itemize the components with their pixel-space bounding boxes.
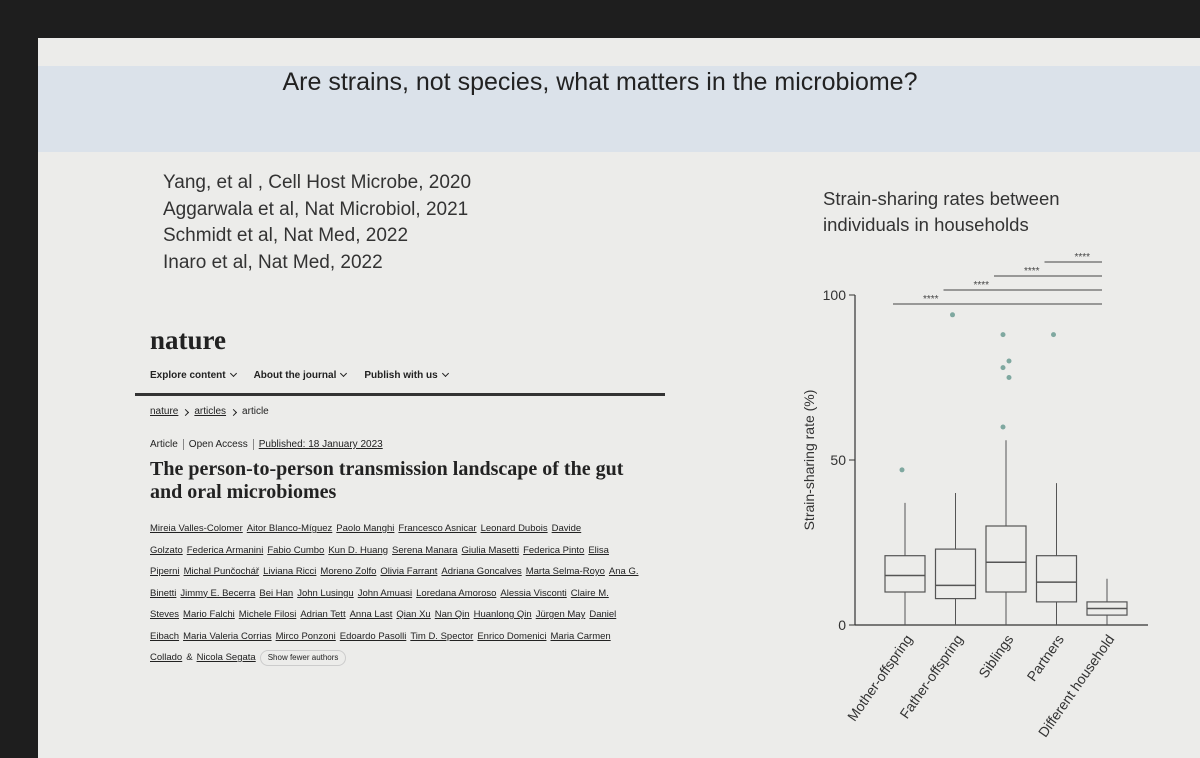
reference: Aggarwala et al, Nat Microbiol, 2021 — [163, 198, 469, 220]
box — [934, 548, 977, 600]
reference: Yang, et al , Cell Host Microbe, 2020 — [163, 172, 472, 193]
significance-label: **** — [1024, 266, 1040, 277]
author[interactable]: Olivia Farrant — [380, 566, 438, 577]
box — [985, 525, 1027, 593]
author[interactable]: Giulia Masetti — [461, 544, 520, 556]
author[interactable]: Nan Qin — [434, 609, 470, 620]
y-tick-label: 100 — [823, 287, 847, 303]
author[interactable]: Alessia Visconti — [500, 587, 567, 599]
author[interactable]: Elisa Piperni — [150, 544, 609, 578]
meta: Article Open Access Published: 18 January … — [150, 439, 665, 450]
outlier — [1000, 332, 1006, 338]
box — [884, 555, 926, 593]
y-tick-label: 0 — [838, 617, 846, 633]
nav-item[interactable]: About the journal — [254, 370, 347, 381]
significance-label: **** — [1075, 252, 1091, 263]
meta-item: Open Access — [182, 439, 253, 450]
nav-item[interactable]: Explore content — [150, 370, 236, 381]
reference: Schmidt et al, Nat Med, 2022 — [163, 225, 409, 246]
nav-item[interactable]: Publish with us — [364, 370, 447, 381]
author[interactable]: Daniel Eibach — [150, 609, 617, 642]
slide — [38, 38, 1200, 758]
rule — [135, 393, 665, 396]
outlier — [1006, 358, 1012, 364]
author[interactable]: Federica Pinto — [523, 544, 585, 556]
author[interactable]: Mirco Ponzoni — [275, 630, 336, 642]
outlier — [1006, 375, 1012, 380]
article: nature Explore content About the journal P… — [135, 325, 665, 669]
author[interactable]: Jürgen May — [535, 609, 586, 620]
author[interactable]: Leonard Dubois — [480, 523, 548, 534]
crumb-item[interactable]: article — [242, 406, 269, 417]
author[interactable]: Ana G. Binetti — [150, 566, 639, 599]
authors: Mireia Valles-Colomer Aitor Blanco-Míguez… — [150, 518, 640, 669]
article-title: The person-to-person transmission landsc… — [150, 458, 624, 503]
author[interactable]: Marta Selma-Royo — [525, 566, 605, 577]
box — [1035, 555, 1078, 603]
author[interactable]: Liviana Ricci — [263, 566, 317, 577]
author[interactable]: Michele Filosi — [238, 609, 297, 620]
author[interactable]: Loredana Amoroso — [416, 587, 497, 599]
outlier — [899, 467, 905, 473]
outlier — [1000, 424, 1006, 430]
show-fewer[interactable]: Show fewer authors — [259, 650, 347, 666]
author[interactable]: Edoardo Pasolli — [339, 630, 407, 642]
chart-title: Strain-sharing rates between individuals… — [823, 188, 1060, 235]
outlier — [1051, 332, 1056, 338]
brand: nature — [150, 325, 227, 355]
slide-title: Are strains, not species, what matters i… — [282, 68, 918, 96]
author[interactable]: Jimmy E. Becerra — [180, 587, 256, 599]
author[interactable]: Mireia Valles-Colomer — [150, 523, 243, 534]
author[interactable]: Paolo Manghi — [336, 523, 395, 534]
author[interactable]: Serena Manara — [392, 544, 458, 556]
author[interactable]: John Lusingu — [297, 587, 354, 599]
author[interactable]: Federica Armanini — [186, 544, 264, 556]
breadcrumb: nature articles article — [150, 406, 665, 417]
y-axis-label: Strain-sharing rate (%) — [801, 390, 817, 531]
x-tick-label: Siblings — [975, 632, 1016, 681]
crumb-item[interactable]: nature — [150, 406, 179, 417]
crumb-item[interactable]: articles — [194, 406, 227, 417]
author[interactable]: Michal Punčochář — [183, 566, 260, 577]
outlier — [1000, 365, 1006, 371]
author[interactable]: Tim D. Spector — [410, 630, 474, 642]
author[interactable]: Kun D. Huang — [328, 544, 389, 556]
author[interactable]: Francesco Asnicar — [398, 523, 477, 534]
author[interactable]: Anna Last — [349, 609, 393, 620]
author[interactable]: Adriana Goncalves — [441, 566, 522, 577]
meta-item: Article — [150, 439, 178, 450]
author[interactable]: Claire M. Steves — [150, 587, 609, 621]
nav: Explore content About the journal Publish … — [150, 370, 665, 381]
title-band — [38, 66, 1200, 152]
x-tick-label: Partners — [1023, 632, 1066, 685]
author[interactable]: Fabio Cumbo — [267, 544, 325, 556]
author[interactable]: Mario Falchi — [183, 609, 235, 620]
author[interactable]: Moreno Zolfo — [320, 566, 377, 577]
meta-item: Published: 18 January 2023 — [252, 439, 388, 450]
author[interactable]: Davide Golzato — [150, 523, 582, 556]
y-tick-label: 50 — [830, 452, 846, 468]
references: Yang, et al , Cell Host Microbe, 2020 Agg… — [163, 170, 471, 276]
author[interactable]: John Amuasi — [357, 587, 413, 599]
author[interactable]: Nicola Segata — [196, 652, 256, 663]
author-joiner: & — [186, 652, 193, 663]
author[interactable]: Huanlong Qin — [473, 609, 532, 620]
author[interactable]: Aitor Blanco-Míguez — [246, 523, 333, 534]
outlier — [950, 312, 955, 318]
author[interactable]: Bei Han — [259, 587, 294, 599]
author[interactable]: Maria Valeria Corrias — [183, 630, 272, 642]
author[interactable]: Adrian Tett — [300, 609, 346, 620]
author[interactable]: Qian Xu — [396, 609, 431, 620]
reference: Inaro et al, Nat Med, 2022 — [163, 251, 383, 273]
author[interactable]: Maria Carmen Collado — [150, 630, 611, 664]
significance-label: **** — [923, 294, 939, 305]
significance-label: **** — [974, 280, 990, 291]
author[interactable]: Enrico Domenici — [477, 630, 547, 642]
